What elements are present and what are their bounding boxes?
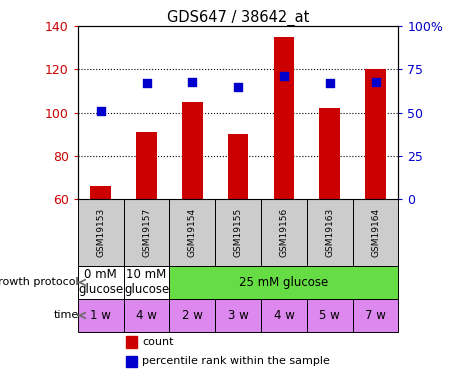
Bar — [126, 356, 137, 368]
FancyBboxPatch shape — [215, 299, 261, 332]
Point — [97, 108, 104, 114]
Title: GDS647 / 38642_at: GDS647 / 38642_at — [167, 10, 309, 26]
Bar — [90, 186, 111, 199]
Bar — [273, 37, 294, 199]
Text: 2 w: 2 w — [182, 309, 203, 322]
FancyBboxPatch shape — [353, 299, 398, 332]
FancyBboxPatch shape — [215, 199, 261, 266]
Text: 7 w: 7 w — [365, 309, 386, 322]
Text: GSM19154: GSM19154 — [188, 208, 197, 257]
FancyBboxPatch shape — [124, 199, 169, 266]
Text: GSM19163: GSM19163 — [325, 208, 334, 257]
FancyBboxPatch shape — [307, 199, 353, 266]
FancyBboxPatch shape — [78, 299, 124, 332]
Point — [372, 79, 379, 85]
Text: 25 mM glucose: 25 mM glucose — [240, 276, 328, 289]
Bar — [319, 108, 340, 199]
Point — [143, 80, 150, 86]
Bar — [228, 134, 248, 199]
FancyBboxPatch shape — [78, 199, 124, 266]
Text: GSM19164: GSM19164 — [371, 208, 380, 257]
Text: 3 w: 3 w — [228, 309, 249, 322]
Text: growth protocol: growth protocol — [0, 278, 79, 288]
Text: GSM19153: GSM19153 — [96, 208, 105, 257]
Text: 10 mM
glucose: 10 mM glucose — [124, 268, 169, 297]
FancyBboxPatch shape — [261, 199, 307, 266]
Bar — [136, 132, 157, 199]
Point — [326, 80, 333, 86]
Text: 0 mM
glucose: 0 mM glucose — [78, 268, 123, 297]
Text: 4 w: 4 w — [273, 309, 294, 322]
Text: 5 w: 5 w — [319, 309, 340, 322]
Text: GSM19155: GSM19155 — [234, 208, 243, 257]
Point — [189, 79, 196, 85]
FancyBboxPatch shape — [169, 266, 398, 299]
Point — [234, 84, 242, 90]
Bar — [365, 69, 386, 199]
FancyBboxPatch shape — [169, 299, 215, 332]
Text: 1 w: 1 w — [90, 309, 111, 322]
Text: percentile rank within the sample: percentile rank within the sample — [142, 356, 330, 366]
Bar — [182, 102, 202, 199]
FancyBboxPatch shape — [169, 199, 215, 266]
Point — [280, 74, 288, 80]
Text: GSM19157: GSM19157 — [142, 208, 151, 257]
Text: GSM19156: GSM19156 — [279, 208, 289, 257]
FancyBboxPatch shape — [353, 199, 398, 266]
Text: 4 w: 4 w — [136, 309, 157, 322]
Bar — [126, 336, 137, 348]
FancyBboxPatch shape — [124, 299, 169, 332]
FancyBboxPatch shape — [124, 266, 169, 299]
FancyBboxPatch shape — [307, 299, 353, 332]
Text: count: count — [142, 337, 174, 347]
FancyBboxPatch shape — [78, 266, 124, 299]
FancyBboxPatch shape — [261, 299, 307, 332]
Text: time: time — [54, 310, 79, 321]
